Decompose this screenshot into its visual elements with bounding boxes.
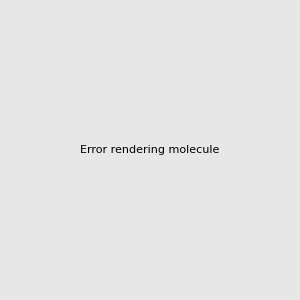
Text: Error rendering molecule: Error rendering molecule: [80, 145, 220, 155]
